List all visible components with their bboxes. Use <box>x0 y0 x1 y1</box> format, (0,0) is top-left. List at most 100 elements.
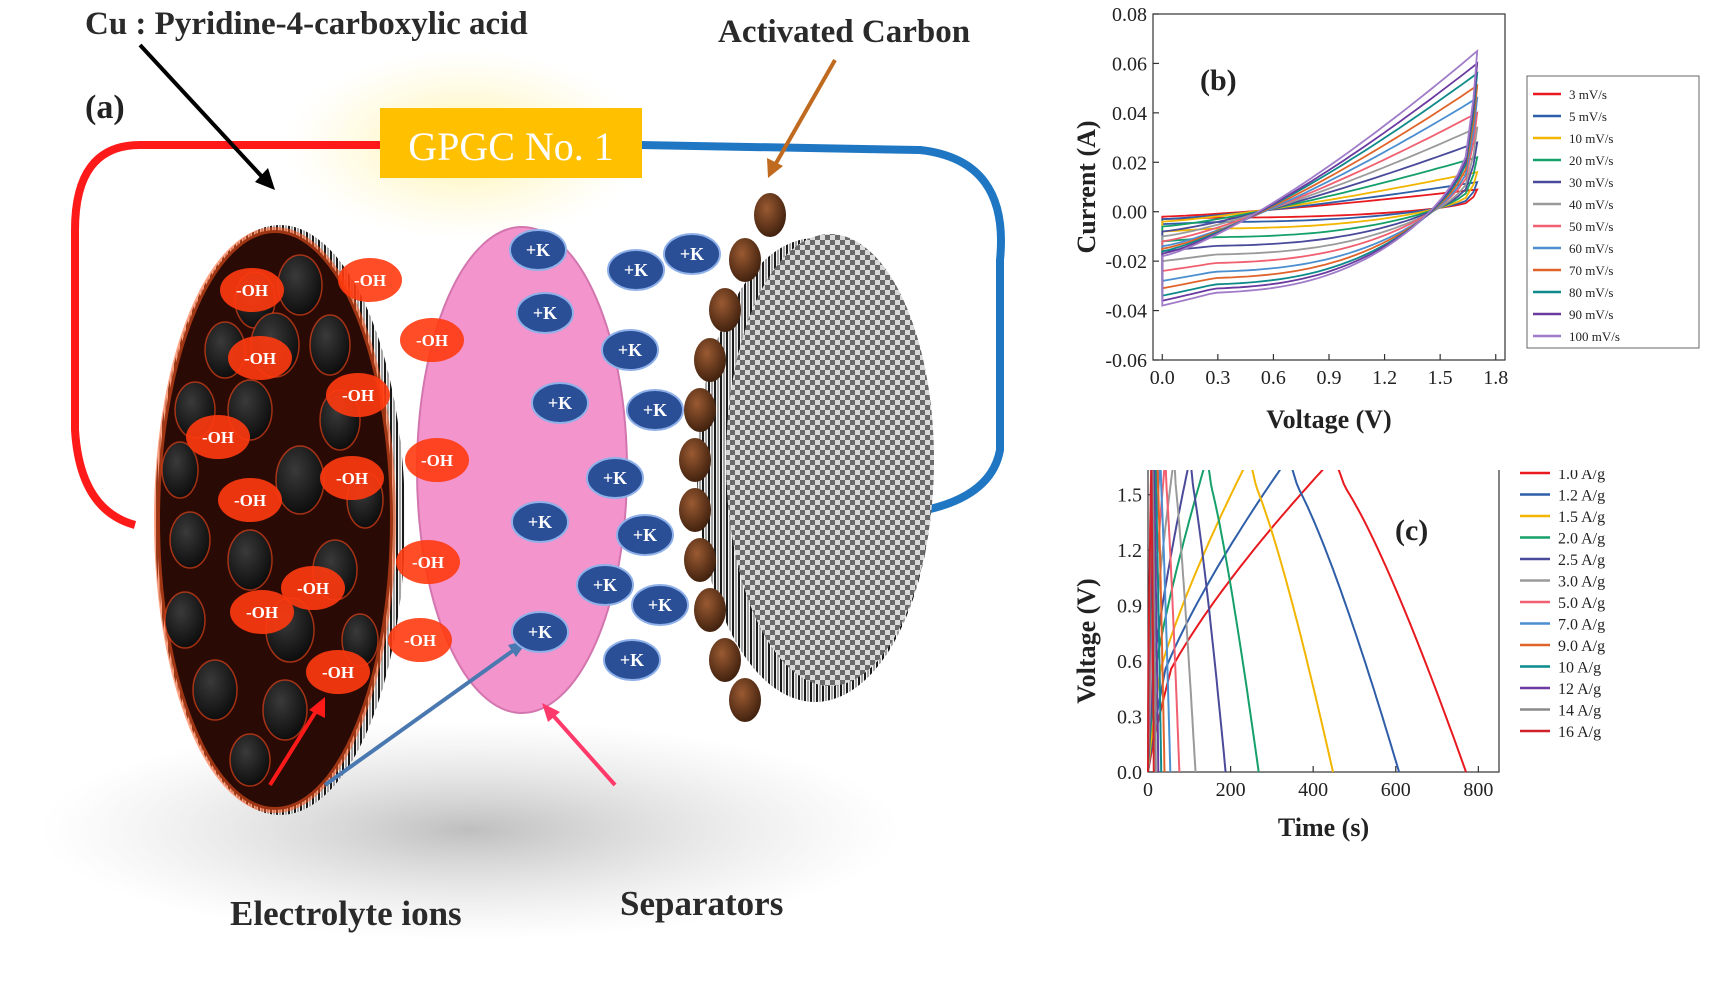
cation-ion: +K <box>631 584 689 626</box>
x-tick-label: 800 <box>1463 779 1493 801</box>
gcd-series-line <box>1147 470 1401 773</box>
anion-group: -OH-OH-OH-OH-OH-OH-OH-OH-OH-OH-OH-OH-OH-… <box>186 258 469 694</box>
cation-label: +K <box>620 650 644 670</box>
cv-series-line <box>1161 96 1479 282</box>
cation-label: +K <box>680 244 704 264</box>
anion-shape <box>230 590 294 634</box>
cation-label: +K <box>528 622 552 642</box>
x-tick-label: 0.0 <box>1150 367 1175 389</box>
cation-label: +K <box>548 393 572 413</box>
anion-ion: -OH <box>338 258 402 302</box>
cv-chart: 0.0 0.3 0.6 0.9 1.2 1.5 1.8 -0.06 -0.04 -0.02 0.00… <box>1072 4 1700 434</box>
legend-entry: 1.2 A/g <box>1558 488 1605 505</box>
anion-shape <box>186 415 250 459</box>
negative-lead-wire <box>639 141 1005 519</box>
anion-label: -OH <box>421 451 453 470</box>
anion-label: -OH <box>412 553 444 572</box>
cation-label: +K <box>633 525 657 545</box>
anion-shape <box>281 566 345 610</box>
y-tick-label: 0.3 <box>1117 707 1142 729</box>
anion-ion: -OH <box>220 268 284 312</box>
legend-entry: 2.0 A/g <box>1558 531 1605 548</box>
gcd-series-line <box>1147 470 1334 773</box>
cv-series-line <box>1161 71 1479 297</box>
anion-shape <box>396 540 460 584</box>
cation-ion: +K <box>516 292 574 334</box>
anion-ion: -OH <box>400 318 464 362</box>
anion-shape <box>228 336 292 380</box>
cation-shape <box>511 501 569 543</box>
plot-frame <box>1147 470 1500 773</box>
anion-label: -OH <box>246 603 278 622</box>
anion-ion: -OH <box>320 456 384 500</box>
gcd-series-line <box>1147 470 1260 773</box>
x-tick-label: 400 <box>1298 779 1328 801</box>
cation-ion: +K <box>616 514 674 556</box>
cation-label: +K <box>526 240 550 260</box>
anion-ion: -OH <box>396 540 460 584</box>
legend-entry: 3.0 A/g <box>1558 574 1605 591</box>
anion-label: -OH <box>297 579 329 598</box>
anion-ion: -OH <box>306 650 370 694</box>
electrolyte-ions-label: Electrolyte ions <box>230 894 462 933</box>
legend-entry: 1.5 A/g <box>1558 509 1605 526</box>
anion-label: -OH <box>342 386 374 405</box>
anion-ion: -OH <box>186 415 250 459</box>
anion-label: -OH <box>416 331 448 350</box>
cation-ion: +K <box>531 382 589 424</box>
cv-series-line <box>1161 83 1479 290</box>
legend-entry: 3 mV/s <box>1569 87 1607 102</box>
cation-ion: +K <box>603 639 661 681</box>
legend-entry: 60 mV/s <box>1569 241 1613 256</box>
anion-label: -OH <box>404 631 436 650</box>
cation-ion: +K <box>576 564 634 606</box>
anion-shape <box>306 650 370 694</box>
y-tick-label: 0.04 <box>1112 103 1147 125</box>
anion-ion: -OH <box>218 478 282 522</box>
legend-entry: 70 mV/s <box>1569 263 1613 278</box>
device-label-box <box>380 108 642 178</box>
x-tick-label: 200 <box>1216 779 1246 801</box>
legend-entry: 14 A/g <box>1558 703 1601 720</box>
cation-shape <box>663 233 721 275</box>
legend-entry: 12 A/g <box>1558 681 1601 698</box>
legend-entry: 9.0 A/g <box>1558 638 1605 655</box>
anion-label: -OH <box>202 428 234 447</box>
cation-ion: +K <box>509 229 567 271</box>
positive-lead-wire <box>71 141 380 529</box>
cation-shape <box>509 229 567 271</box>
x-tick-label: 0.9 <box>1317 367 1342 389</box>
y-tick-label: 1.2 <box>1117 540 1142 562</box>
cation-ion: +K <box>601 329 659 371</box>
gcd-series-line <box>1147 470 1467 773</box>
anion-shape <box>400 318 464 362</box>
anion-ion: -OH <box>281 566 345 610</box>
legend-entry: 100 mV/s <box>1569 329 1620 344</box>
x-tick-label: 1.8 <box>1483 367 1508 389</box>
legend-entry: 20 mV/s <box>1569 153 1613 168</box>
panel-label-c: (c) <box>1395 514 1428 547</box>
negative-electrode <box>679 193 934 722</box>
legend-entry: 90 mV/s <box>1569 307 1613 322</box>
x-tick-label: 0 <box>1143 779 1153 801</box>
cation-label: +K <box>603 468 627 488</box>
left-electrode-title: Cu : Pyridine-4-carboxylic acid <box>85 6 528 42</box>
cation-label: +K <box>648 595 672 615</box>
anion-shape <box>338 258 402 302</box>
cation-label: +K <box>533 303 557 323</box>
separators-label: Separators <box>620 884 783 923</box>
anion-ion: -OH <box>228 336 292 380</box>
legend-entry: 40 mV/s <box>1569 197 1613 212</box>
y-axis-label: Current (A) <box>1072 120 1101 253</box>
legend-entry: 5 mV/s <box>1569 109 1607 124</box>
right-electrode-title: Activated Carbon <box>718 14 970 50</box>
y-tick-label: 0.00 <box>1112 202 1147 224</box>
anion-ion: -OH <box>405 438 469 482</box>
device-label: GPGC No. 1 <box>408 124 614 169</box>
supercapacitor-schematic: GPGC No. 1 -OH -OH -OH -OH -OH -OH -OH -OH -OH -O… <box>40 6 1005 940</box>
cation-ion: +K <box>663 233 721 275</box>
legend-entry: 16 A/g <box>1558 724 1601 741</box>
cation-label: +K <box>618 340 642 360</box>
cation-label: +K <box>643 400 667 420</box>
anion-shape <box>326 373 390 417</box>
